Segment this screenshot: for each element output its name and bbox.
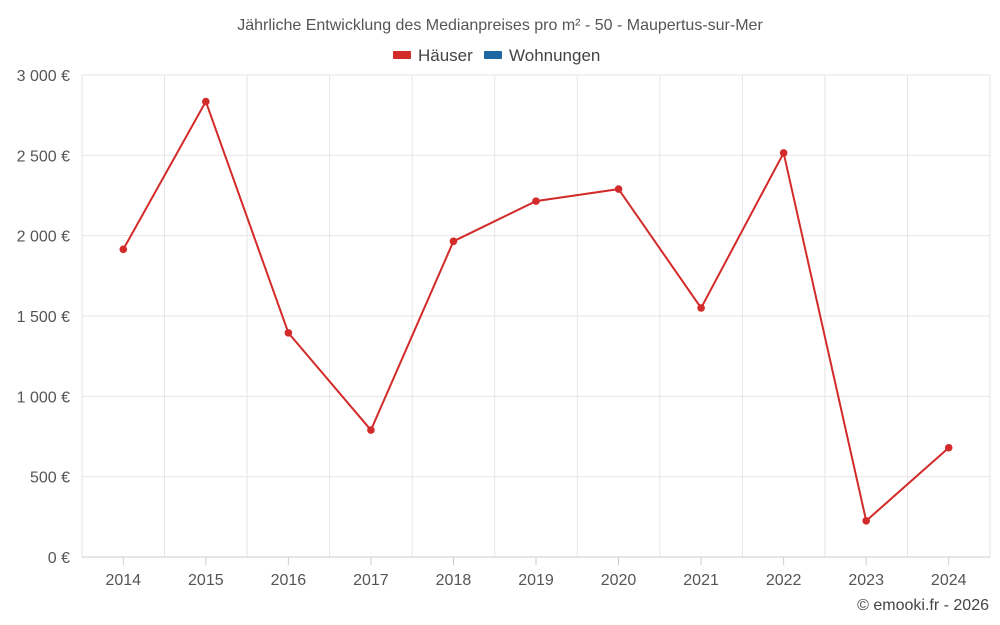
x-tick-label: 2024 bbox=[931, 572, 967, 589]
legend-item-wohnungen[interactable]: Wohnungen bbox=[484, 46, 600, 65]
y-axis-ticks: 0 € 500 € 1 000 € 1 500 € 2 000 € 2 500 € 3 00… bbox=[17, 68, 70, 567]
y-tick-label: 2 000 € bbox=[17, 229, 70, 246]
data-point[interactable] bbox=[944, 443, 953, 452]
legend-item-haeuser[interactable]: Häuser bbox=[393, 46, 473, 65]
x-tick-label: 2018 bbox=[436, 572, 472, 589]
x-tick-label: 2015 bbox=[188, 572, 224, 589]
credit-text: © emooki.fr - 2026 bbox=[857, 597, 989, 614]
y-gridlines bbox=[82, 74, 990, 478]
y-tick-label: 0 € bbox=[48, 550, 70, 567]
x-tick-label: 2017 bbox=[353, 572, 389, 589]
x-tick-label: 2019 bbox=[518, 572, 554, 589]
y-tick-label: 3 000 € bbox=[17, 68, 70, 85]
legend-label-haeuser: Häuser bbox=[418, 46, 473, 65]
x-tick-label: 2023 bbox=[848, 572, 884, 589]
chart-title: Jährliche Entwicklung des Medianpreises … bbox=[237, 17, 763, 34]
legend-swatch-haeuser bbox=[393, 51, 411, 59]
x-tick-label: 2020 bbox=[601, 572, 637, 589]
legend: Häuser Wohnungen bbox=[393, 46, 600, 65]
x-tick-label: 2016 bbox=[271, 572, 307, 589]
data-point[interactable] bbox=[449, 237, 458, 246]
legend-swatch-wohnungen bbox=[484, 51, 502, 59]
x-tick-label: 2021 bbox=[683, 572, 719, 589]
data-point[interactable] bbox=[614, 185, 623, 193]
data-point[interactable] bbox=[779, 149, 788, 157]
x-axis-ticks: 2014 2015 2016 2017 2018 2019 2020 2021 2022 2023… bbox=[105, 557, 967, 589]
y-tick-label: 500 € bbox=[30, 470, 70, 487]
series-layer bbox=[119, 97, 953, 525]
data-point[interactable] bbox=[284, 329, 293, 337]
y-tick-label: 2 500 € bbox=[17, 148, 70, 165]
y-tick-label: 1 500 € bbox=[17, 309, 70, 326]
data-point[interactable] bbox=[697, 304, 705, 312]
data-point[interactable] bbox=[119, 245, 128, 254]
x-tick-label: 2022 bbox=[766, 572, 802, 589]
data-point[interactable] bbox=[862, 517, 870, 525]
x-tick-label: 2014 bbox=[105, 572, 141, 589]
data-point[interactable] bbox=[532, 197, 540, 205]
legend-label-wohnungen: Wohnungen bbox=[509, 46, 600, 65]
data-point[interactable] bbox=[367, 426, 375, 434]
y-tick-label: 1 000 € bbox=[17, 389, 70, 406]
data-point[interactable] bbox=[202, 97, 210, 106]
x-gridlines bbox=[81, 75, 991, 557]
